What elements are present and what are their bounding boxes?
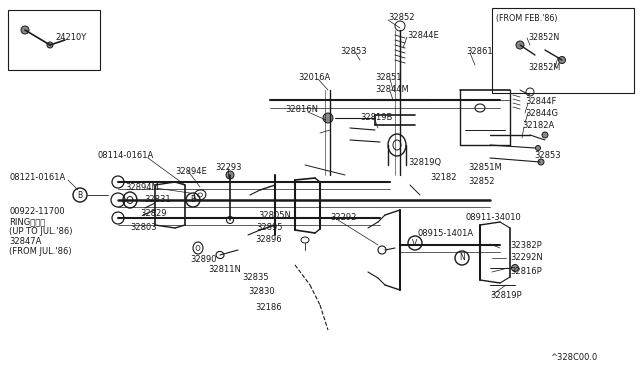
Text: 00922-11700: 00922-11700 <box>9 208 65 217</box>
Circle shape <box>511 264 518 272</box>
Text: 32819Q: 32819Q <box>408 157 441 167</box>
Text: (UP TO JUL.'86): (UP TO JUL.'86) <box>9 228 72 237</box>
Text: 32853: 32853 <box>534 151 561 160</box>
Text: 32811N: 32811N <box>208 266 241 275</box>
Text: 32829: 32829 <box>140 208 166 218</box>
Circle shape <box>516 41 524 49</box>
Text: 32895: 32895 <box>256 224 282 232</box>
Text: 32835: 32835 <box>242 273 269 282</box>
Text: 08121-0161A: 08121-0161A <box>9 173 65 183</box>
Text: 32853: 32853 <box>340 48 367 57</box>
Text: 32016A: 32016A <box>298 74 330 83</box>
Text: 32852N: 32852N <box>528 33 559 42</box>
Text: 32852: 32852 <box>468 177 495 186</box>
Text: 32830: 32830 <box>248 288 275 296</box>
Text: 32844F: 32844F <box>525 97 556 106</box>
Text: 32861: 32861 <box>466 48 493 57</box>
Text: 32182A: 32182A <box>522 122 554 131</box>
Text: 32852M: 32852M <box>528 64 560 73</box>
Text: 32831: 32831 <box>144 196 171 205</box>
Text: 32852: 32852 <box>388 13 415 22</box>
Bar <box>492 8 634 93</box>
Text: 32182: 32182 <box>430 173 456 183</box>
Text: 32851: 32851 <box>375 74 401 83</box>
Text: 24210Y: 24210Y <box>55 33 86 42</box>
Text: 32851M: 32851M <box>468 164 502 173</box>
Text: (FROM JUL.'86): (FROM JUL.'86) <box>9 247 72 257</box>
Text: 32819B: 32819B <box>360 113 392 122</box>
Circle shape <box>226 171 234 179</box>
Text: 32816N: 32816N <box>285 106 318 115</box>
Text: 32292: 32292 <box>330 214 356 222</box>
Circle shape <box>536 145 541 151</box>
Text: N: N <box>459 253 465 263</box>
Bar <box>8 10 100 70</box>
Text: 32382P: 32382P <box>510 241 541 250</box>
Text: 32847A: 32847A <box>9 237 42 247</box>
Text: 08911-34010: 08911-34010 <box>465 214 521 222</box>
Circle shape <box>538 159 544 165</box>
Text: 32844E: 32844E <box>407 31 439 39</box>
Text: V: V <box>412 238 418 247</box>
Text: 32844G: 32844G <box>525 109 558 118</box>
Circle shape <box>21 26 29 34</box>
Text: B: B <box>191 196 196 205</box>
Text: 08114-0161A: 08114-0161A <box>97 151 153 160</box>
Text: 32894M: 32894M <box>125 183 159 192</box>
Circle shape <box>47 42 53 48</box>
Circle shape <box>559 57 566 64</box>
Text: 32803: 32803 <box>130 224 157 232</box>
Text: 32896: 32896 <box>255 235 282 244</box>
Text: 32292N: 32292N <box>510 253 543 263</box>
Text: 32844M: 32844M <box>375 86 409 94</box>
Circle shape <box>542 132 548 138</box>
Text: 32805N: 32805N <box>258 211 291 219</box>
Text: RINGリング: RINGリング <box>9 218 45 227</box>
Text: 32186: 32186 <box>255 304 282 312</box>
Text: 32890: 32890 <box>190 256 216 264</box>
Circle shape <box>323 113 333 123</box>
Text: 32816P: 32816P <box>510 267 541 276</box>
Text: ^328C00.0: ^328C00.0 <box>550 353 597 362</box>
Text: 32293: 32293 <box>215 163 241 171</box>
Text: 32894E: 32894E <box>175 167 207 176</box>
Text: B: B <box>77 190 83 199</box>
Text: 08915-1401A: 08915-1401A <box>418 228 474 237</box>
Text: 32819P: 32819P <box>490 291 522 299</box>
Text: (FROM FEB.'86): (FROM FEB.'86) <box>496 13 557 22</box>
